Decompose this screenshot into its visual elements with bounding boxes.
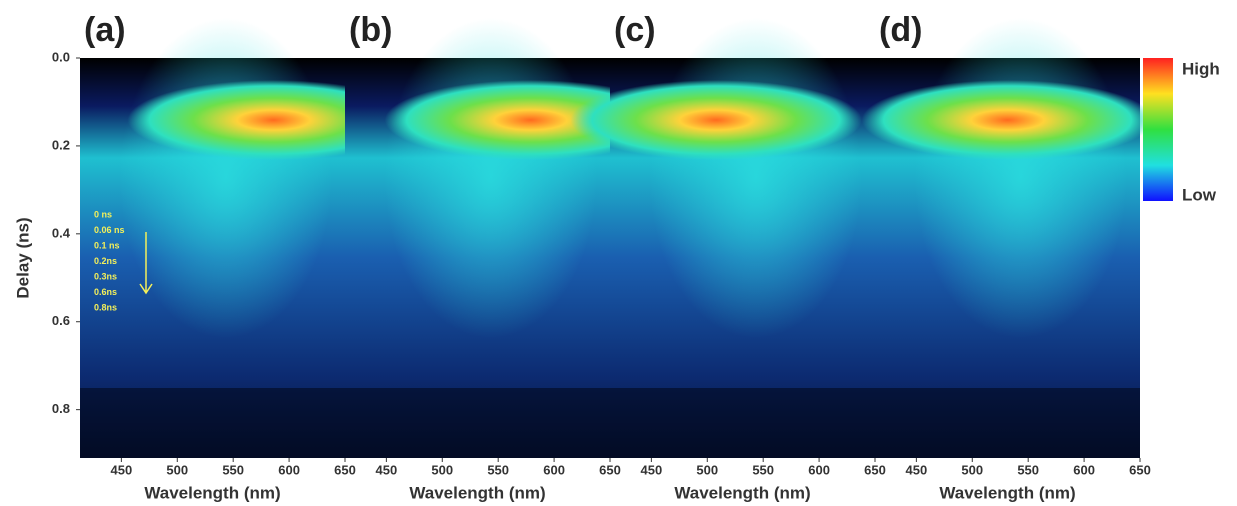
legend-label: 0.06 ns xyxy=(94,225,125,235)
heatmap-cone xyxy=(119,18,332,338)
y-tick-label: 0.4 xyxy=(52,225,71,240)
x-axis-label: Wavelength (nm) xyxy=(674,483,810,502)
x-tick-label: 450 xyxy=(906,462,928,477)
x-tick-label: 500 xyxy=(961,462,983,477)
x-tick-label: 500 xyxy=(696,462,718,477)
y-tick-label: 0.6 xyxy=(52,313,70,328)
x-axis-label: Wavelength (nm) xyxy=(939,483,1075,502)
legend-label: 0.6ns xyxy=(94,287,117,297)
colorbar xyxy=(1143,58,1173,201)
heatmap-peak xyxy=(861,80,1154,160)
x-tick-label: 550 xyxy=(1017,462,1039,477)
legend-label: 0.8ns xyxy=(94,302,117,312)
x-tick-label: 450 xyxy=(376,462,398,477)
panel-title: (a) xyxy=(84,11,126,49)
x-tick-label: 450 xyxy=(641,462,663,477)
colorbar-low: Low xyxy=(1182,185,1217,204)
x-tick-label: 450 xyxy=(111,462,133,477)
x-tick-label: 600 xyxy=(1073,462,1095,477)
x-tick-label: 600 xyxy=(808,462,830,477)
x-tick-label: 600 xyxy=(543,462,565,477)
panels: (a) Wavelength (nm) 450 500 550 600 650 Delay (… xyxy=(13,11,1154,502)
x-axis-label: Wavelength (nm) xyxy=(144,483,280,502)
x-tick-label: 650 xyxy=(864,462,886,477)
x-tick-label: 650 xyxy=(334,462,356,477)
heatmap-dark-bottom xyxy=(80,388,345,458)
x-tick-label: 500 xyxy=(166,462,188,477)
legend-label: 0.3ns xyxy=(94,271,117,281)
legend-label: 0 ns xyxy=(94,209,112,219)
colorbar-high: High xyxy=(1182,59,1220,78)
y-axis-label: Delay (ns) xyxy=(13,217,32,298)
heatmap-cone xyxy=(914,18,1127,338)
panel-title: (b) xyxy=(349,11,392,49)
panel-title: (c) xyxy=(614,11,656,49)
panel-title: (d) xyxy=(879,11,922,49)
x-tick-label: 650 xyxy=(1129,462,1151,477)
heatmap-dark-bottom xyxy=(610,388,875,458)
legend-label: 0.1 ns xyxy=(94,240,120,250)
x-tick-label: 550 xyxy=(752,462,774,477)
x-tick-label: 500 xyxy=(431,462,453,477)
legend-arrow xyxy=(139,232,153,295)
heatmap-dark-bottom xyxy=(875,388,1140,458)
x-axis-label: Wavelength (nm) xyxy=(409,483,545,502)
heatmap-cone xyxy=(384,18,597,338)
heatmap-peak xyxy=(570,80,862,160)
heatmap-dark-bottom xyxy=(345,388,610,458)
legend-label: 0.2ns xyxy=(94,256,117,266)
x-tick-label: 550 xyxy=(222,462,244,477)
y-tick-label: 0.2 xyxy=(52,137,70,152)
y-tick-label: 0.0 xyxy=(52,49,70,64)
heatmap-cone xyxy=(649,18,862,338)
x-tick-label: 550 xyxy=(487,462,509,477)
y-tick-label: 0.8 xyxy=(52,401,70,416)
x-tick-label: 650 xyxy=(599,462,621,477)
x-tick-label: 600 xyxy=(278,462,300,477)
